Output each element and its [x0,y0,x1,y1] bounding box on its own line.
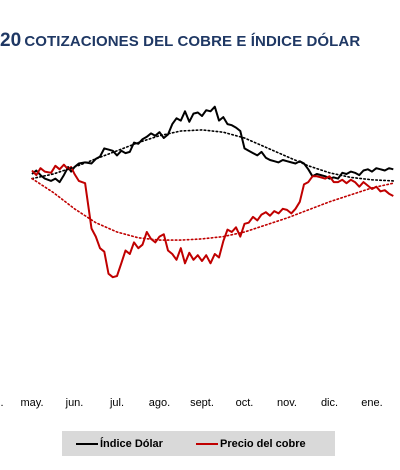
dollar-index-trend [31,129,395,182]
x-axis-labels: . may. jun. jul. ago. sept. oct. nov. dic. ene. [0,397,382,409]
x-tick-label-7: dic. [321,397,338,409]
copper-price-trend [31,177,395,241]
x-tick-label-1: jun. [65,397,84,409]
dollar-index-line [31,105,394,184]
x-tick-label-8: ene. [361,397,382,409]
chart-title: 20 COTIZACIONES DEL COBRE E ÍNDICE DÓLAR [0,30,400,52]
series-layer [31,105,395,279]
x-tick-label-5: oct. [236,397,254,409]
chart-title-text: COTIZACIONES DEL COBRE E ÍNDICE DÓLAR [24,33,361,50]
x-tick-label-3: ago. [149,397,170,409]
x-tick-label-6: nov. [277,397,297,409]
legend-label-copper: Precio del cobre [220,437,306,450]
chart-number: 20 [0,30,22,51]
legend-swatch-dollar-index [76,442,98,445]
x-tick-label-0: may. [20,397,43,409]
legend: Índice Dólar Precio del cobre [62,431,335,456]
legend-label-dollar-index: Índice Dólar [100,437,163,450]
legend-entry-dollar-index: Índice Dólar [76,431,163,456]
x-tick-label-fragment: . [0,397,3,409]
x-tick-label-4: sept. [190,397,214,409]
copper-price-line [31,163,394,279]
x-tick-label-2: jul. [109,397,124,409]
legend-entry-copper: Precio del cobre [196,431,306,456]
legend-swatch-copper [196,442,218,445]
